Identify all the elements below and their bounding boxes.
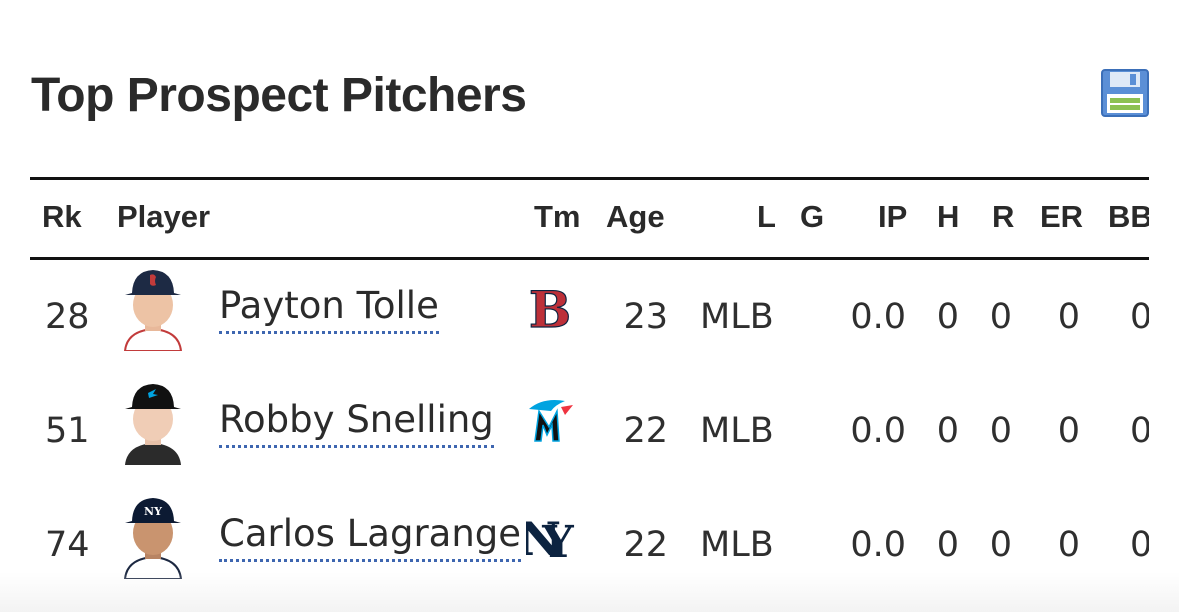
player-headshot bbox=[123, 270, 183, 351]
col-header-er[interactable]: ER bbox=[1040, 199, 1084, 234]
col-header-r[interactable]: R bbox=[992, 199, 1015, 234]
rank-cell: 28 bbox=[45, 297, 90, 337]
table-header-rule bbox=[30, 257, 1149, 260]
col-header-g[interactable]: G bbox=[800, 199, 825, 234]
er-cell: 0 bbox=[1057, 411, 1080, 451]
table-top-rule bbox=[30, 177, 1149, 180]
svg-text:Y: Y bbox=[541, 517, 574, 563]
svg-text:B: B bbox=[530, 283, 570, 333]
rank-cell: 51 bbox=[45, 411, 90, 451]
col-header-rk[interactable]: Rk bbox=[42, 199, 82, 234]
age-cell: 22 bbox=[623, 411, 668, 451]
ip-cell: 0.0 bbox=[850, 297, 906, 337]
yankees-logo[interactable]: N Y bbox=[526, 509, 576, 563]
bb-cell: 0 bbox=[1130, 411, 1149, 451]
h-cell: 0 bbox=[936, 297, 959, 337]
level-cell: MLB bbox=[700, 525, 774, 565]
ip-cell: 0.0 bbox=[850, 525, 906, 565]
h-cell: 0 bbox=[936, 525, 959, 565]
r-cell: 0 bbox=[989, 525, 1012, 565]
er-cell: 0 bbox=[1057, 297, 1080, 337]
svg-text:N: N bbox=[526, 512, 561, 563]
r-cell: 0 bbox=[989, 297, 1012, 337]
col-header-player[interactable]: Player bbox=[117, 199, 211, 234]
page-title: Top Prospect Pitchers bbox=[31, 69, 527, 122]
svg-text:NY: NY bbox=[144, 505, 162, 518]
table-row: 28 Payton Tolle B 23 MLB 0.0 0 0 0 0 bbox=[30, 261, 1149, 375]
prospects-table: Rk Player Tm Age L G IP H R ER BB 28 Pay… bbox=[30, 177, 1149, 612]
red-sox-logo[interactable]: B bbox=[530, 283, 570, 333]
bottom-fade bbox=[0, 572, 1179, 612]
player-link[interactable]: Carlos Lagrange bbox=[219, 512, 522, 562]
col-header-ip[interactable]: IP bbox=[878, 199, 908, 234]
bb-cell: 0 bbox=[1130, 525, 1149, 565]
bb-cell: 0 bbox=[1130, 297, 1149, 337]
table-row: 51 Robby Snelling 22 MLB 0.0 0 0 0 0 bbox=[30, 375, 1149, 489]
level-cell: MLB bbox=[700, 411, 774, 451]
h-cell: 0 bbox=[936, 411, 959, 451]
col-header-h[interactable]: H bbox=[937, 199, 960, 234]
r-cell: 0 bbox=[989, 411, 1012, 451]
er-cell: 0 bbox=[1057, 525, 1080, 565]
marlins-logo[interactable] bbox=[525, 395, 577, 447]
rank-cell: 74 bbox=[45, 525, 90, 565]
col-header-bb[interactable]: BB bbox=[1108, 199, 1149, 234]
floppy-disk-icon[interactable] bbox=[1101, 69, 1149, 117]
level-cell: MLB bbox=[700, 297, 774, 337]
col-header-l[interactable]: L bbox=[757, 199, 776, 234]
table-row: 74 NY Carlos Lagrange N Y 22 MLB 0.0 0 0… bbox=[30, 489, 1149, 603]
player-headshot bbox=[125, 384, 181, 465]
player-link[interactable]: Payton Tolle bbox=[219, 284, 439, 334]
col-header-age[interactable]: Age bbox=[606, 199, 665, 234]
age-cell: 23 bbox=[623, 297, 668, 337]
col-header-tm[interactable]: Tm bbox=[534, 199, 581, 234]
ip-cell: 0.0 bbox=[850, 411, 906, 451]
age-cell: 22 bbox=[623, 525, 668, 565]
player-headshot: NY bbox=[123, 498, 183, 579]
player-link[interactable]: Robby Snelling bbox=[219, 398, 494, 448]
